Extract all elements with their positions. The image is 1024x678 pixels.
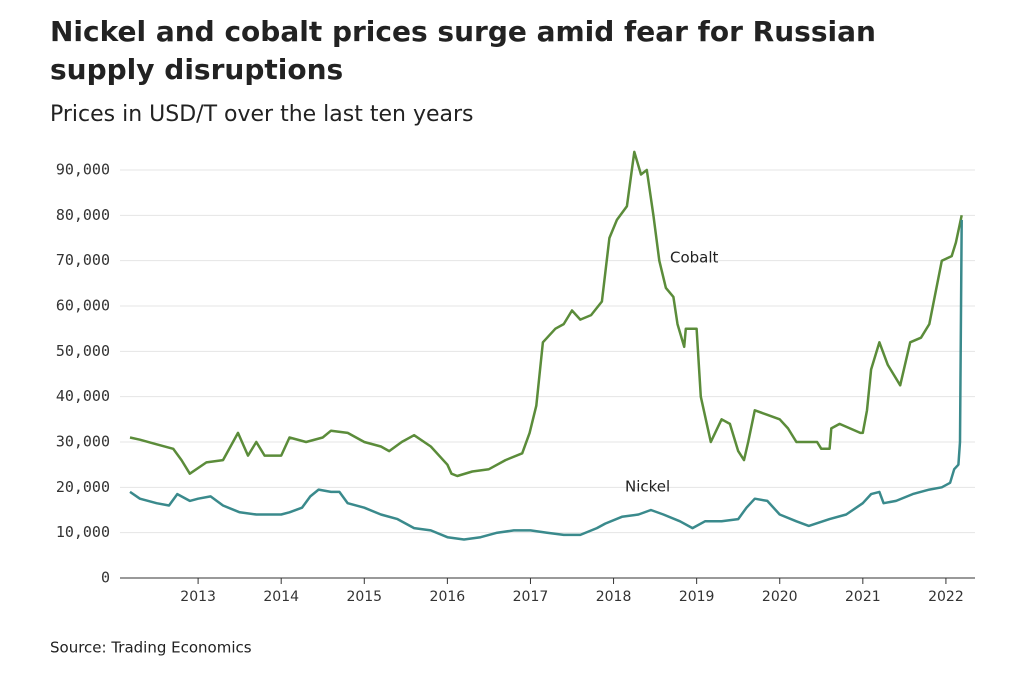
x-tick-label: 2016 (430, 589, 466, 605)
series-label: Nickel (625, 478, 670, 496)
chart-subtitle: Prices in USD/T over the last ten years (50, 102, 474, 127)
x-tick-label: 2021 (845, 589, 881, 605)
y-tick-label: 80,000 (56, 206, 110, 224)
y-tick-label: 40,000 (56, 387, 110, 405)
y-tick-label: 0 (101, 569, 110, 587)
x-tick-label: 2019 (679, 589, 715, 605)
series-line (129, 150, 963, 478)
series-line (129, 219, 963, 541)
x-tick-label: 2018 (596, 589, 632, 605)
y-tick-label: 90,000 (56, 161, 110, 179)
y-tick-label: 10,000 (56, 523, 110, 541)
y-tick-label: 20,000 (56, 478, 110, 496)
x-tick-label: 2015 (346, 589, 382, 605)
chart-title: Nickel and cobalt prices surge amid fear… (50, 15, 876, 86)
y-tick-label: 60,000 (56, 297, 110, 315)
source-note: Source: Trading Economics (50, 639, 252, 657)
y-tick-label: 30,000 (56, 433, 110, 451)
series-label: Cobalt (670, 249, 719, 267)
x-tick-label: 2017 (513, 589, 549, 605)
x-tick-label: 2014 (263, 589, 299, 605)
y-tick-label: 70,000 (56, 251, 110, 269)
x-tick-label: 2013 (180, 589, 216, 605)
x-tick-label: 2022 (928, 589, 964, 605)
x-tick-label: 2020 (762, 589, 798, 605)
y-tick-label: 50,000 (56, 342, 110, 360)
